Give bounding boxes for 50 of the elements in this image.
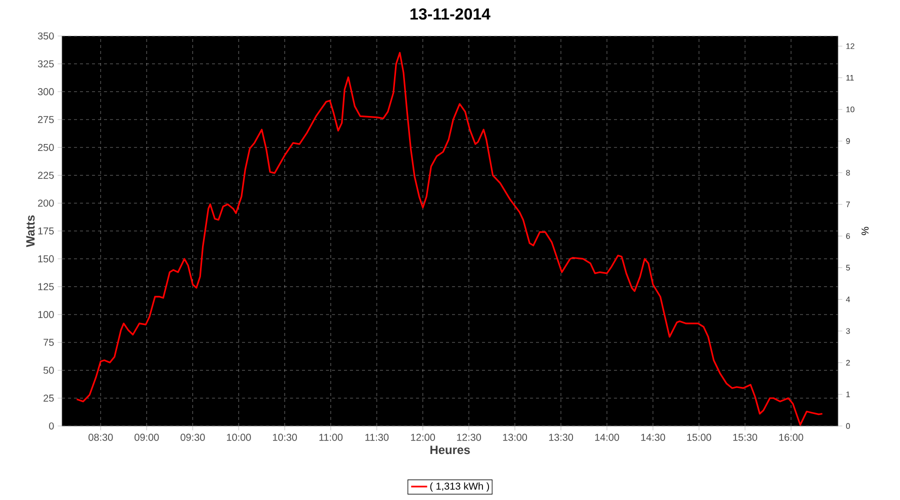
legend-label: ( 1,313 kWh ) <box>430 482 490 492</box>
y2-tick-label: 5 <box>846 264 850 270</box>
x-tick-label: 09:00 <box>134 434 159 441</box>
y-tick-label: 100 <box>38 311 54 318</box>
y2-tick-label: 9 <box>846 138 850 144</box>
x-tick-label: 11:30 <box>365 434 389 441</box>
y-tick-label: 275 <box>38 116 54 124</box>
y-tick-label: 50 <box>43 366 54 374</box>
y2-axis-title: % <box>862 226 869 236</box>
x-tick-label: 13:30 <box>549 434 574 441</box>
y2-tick-label: 7 <box>846 202 850 208</box>
y2-tick-label: 2 <box>846 360 850 366</box>
y2-tick-label: 8 <box>846 170 850 176</box>
y-tick-label: 0 <box>49 422 54 430</box>
x-tick-label: 14:00 <box>595 434 620 441</box>
y-tick-label: 200 <box>38 200 54 207</box>
y-tick-label: 125 <box>38 283 54 290</box>
x-axis-title: Heures <box>430 446 470 454</box>
chart-title: 13-11-2014 <box>410 8 490 20</box>
line-series <box>76 52 824 426</box>
y-axis-title: Watts <box>26 215 35 248</box>
x-tick-label: 08:30 <box>88 434 113 441</box>
y-tick-label: 300 <box>38 88 54 96</box>
x-tick-label: 14:30 <box>641 434 666 441</box>
y-tick-label: 150 <box>38 255 54 262</box>
y2-tick-label: 6 <box>846 233 850 239</box>
y2-tick-label: 4 <box>846 296 850 302</box>
x-tick-label: 15:30 <box>733 434 758 441</box>
x-tick-label: 16:00 <box>779 434 804 441</box>
x-tick-label: 13:00 <box>503 434 528 441</box>
y-tick-label: 75 <box>44 338 54 346</box>
y-tick-label: 350 <box>38 32 54 40</box>
x-tick-label: 12:00 <box>411 434 435 441</box>
x-tick-label: 10:00 <box>227 434 251 441</box>
y2-tick-label: 0 <box>846 423 850 429</box>
y2-tick-label: 12 <box>846 43 854 49</box>
y-tick-label: 250 <box>38 144 54 151</box>
y-tick-label: 325 <box>38 60 54 68</box>
y2-tick-label: 11 <box>846 75 854 81</box>
x-tick-label: 09:30 <box>180 434 205 441</box>
y2-tick-label: 10 <box>846 106 854 112</box>
y2-tick-label: 1 <box>846 392 850 398</box>
y-tick-label: 225 <box>38 172 54 179</box>
y2-tick-label: 3 <box>846 328 850 334</box>
x-tick-label: 11:00 <box>319 434 343 441</box>
y-tick-label: 25 <box>44 394 54 402</box>
y-tick-label: 175 <box>38 227 54 234</box>
x-tick-label: 10:30 <box>273 434 297 441</box>
x-tick-label: 15:00 <box>687 434 712 441</box>
x-tick-label: 12:30 <box>457 434 481 441</box>
